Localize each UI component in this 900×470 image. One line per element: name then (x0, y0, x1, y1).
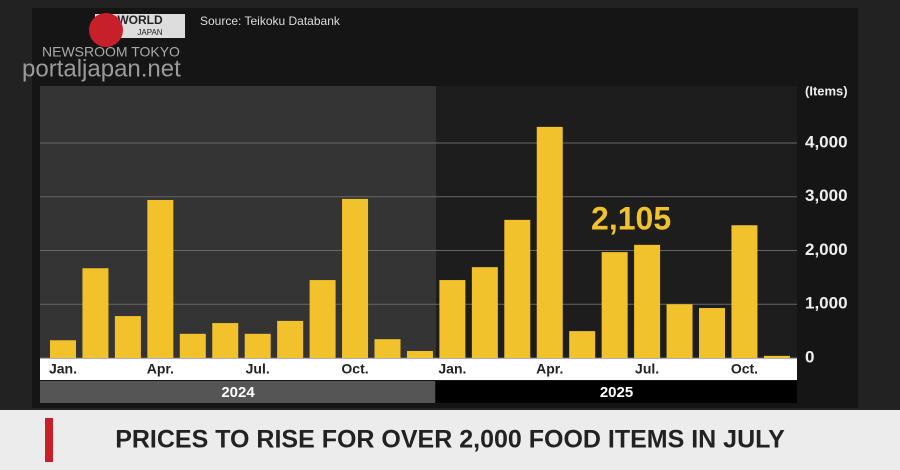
bar (50, 340, 76, 358)
year-band (40, 381, 435, 403)
x-tick-label: Apr. (536, 361, 563, 377)
x-tick-label: Apr. (147, 361, 174, 377)
program: NEWSROOM TOKYO (42, 44, 180, 60)
watermark: portaljapan.net (22, 55, 181, 82)
bar (471, 267, 498, 358)
brand: WORLD (117, 13, 163, 27)
bar (763, 355, 790, 358)
y-tick-label: 2,000 (805, 240, 848, 259)
year-label: 2024 (221, 384, 255, 401)
headline: PRICES TO RISE FOR OVER 2,000 FOOD ITEMS… (115, 426, 785, 454)
x-tick-label: Jan. (49, 361, 77, 377)
y-tick-label: 1,000 (805, 294, 848, 313)
bar (601, 252, 628, 358)
bar (244, 333, 271, 358)
category-strip (40, 358, 797, 380)
y-tick-label: 4,000 (805, 132, 848, 151)
bar (147, 199, 174, 358)
bar (731, 225, 758, 358)
x-tick-label: Jul. (635, 361, 659, 377)
watermark-logo (89, 13, 123, 47)
bar (212, 323, 239, 358)
bar (374, 339, 401, 358)
x-tick-label: Oct. (341, 361, 368, 377)
bar (309, 280, 336, 358)
bar (666, 304, 693, 358)
y-tick-label: 3,000 (805, 186, 848, 205)
bar (179, 333, 206, 358)
value-label: 2,105 (591, 200, 671, 236)
bar (504, 219, 531, 358)
bar (439, 280, 466, 358)
brand-sub: JAPAN (137, 28, 162, 37)
headline-accent (45, 418, 53, 462)
x-tick-label: Oct. (731, 361, 758, 377)
bar (114, 316, 141, 358)
bar (569, 331, 596, 358)
y-tick-label: 0 (805, 347, 814, 366)
bar (699, 308, 725, 358)
x-tick-label: Jul. (246, 361, 270, 377)
y-unit: (Items) (805, 83, 848, 98)
x-tick-label: Jan. (438, 361, 466, 377)
year-band (436, 381, 797, 403)
bar (277, 320, 304, 358)
bar (82, 268, 109, 358)
bar (634, 244, 661, 358)
bar (406, 351, 433, 358)
headline-band (0, 410, 900, 470)
bar (536, 126, 563, 358)
source: Source: Teikoku Databank (200, 14, 341, 28)
year-label: 2025 (600, 384, 633, 401)
bar (342, 198, 369, 358)
